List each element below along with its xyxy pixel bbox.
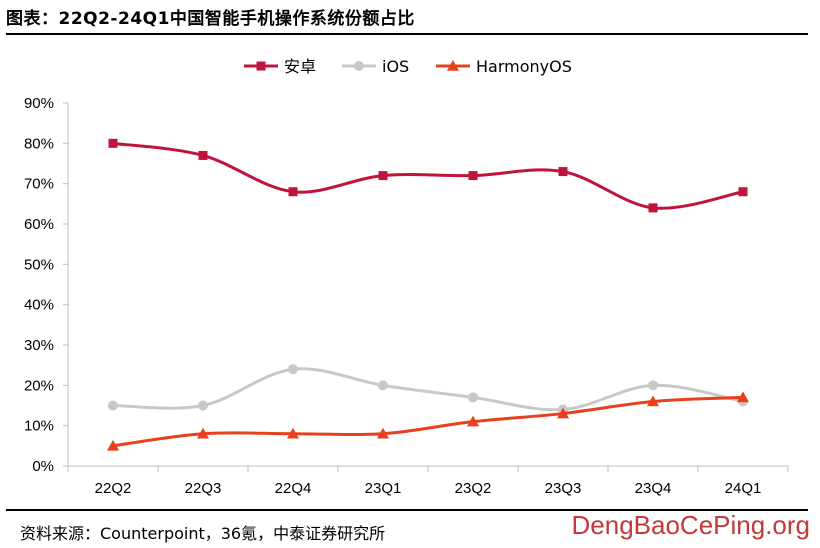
data-point xyxy=(557,407,569,419)
data-point xyxy=(737,391,749,403)
legend-item: HarmonyOS xyxy=(436,57,572,76)
y-tick-label: 70% xyxy=(24,176,54,193)
y-tick-label: 40% xyxy=(24,297,54,314)
series-line xyxy=(112,141,744,210)
data-point xyxy=(558,167,568,177)
data-point xyxy=(468,392,478,403)
y-tick-label: 90% xyxy=(24,95,54,112)
data-point xyxy=(288,187,298,197)
x-tick-label: 23Q4 xyxy=(635,480,672,497)
data-point xyxy=(288,364,298,375)
y-tick-label: 0% xyxy=(32,458,54,475)
legend-marker xyxy=(447,60,459,71)
data-point xyxy=(468,171,478,181)
data-point xyxy=(287,427,299,439)
legend-label: 安卓 xyxy=(284,57,316,76)
data-point xyxy=(197,427,209,439)
y-tick-label: 60% xyxy=(24,216,54,233)
data-point xyxy=(108,400,118,411)
x-tick-label: 23Q1 xyxy=(365,480,402,497)
y-axis-ticks: 0% 10% 20% 30% 40% 50% 60% 70% 80% 90% xyxy=(24,95,68,475)
x-axis-ticks: 22Q2 22Q3 22Q4 23Q1 23Q2 23Q3 23Q4 24Q1 xyxy=(67,466,789,497)
y-tick-label: 30% xyxy=(24,337,54,354)
y-tick-label: 80% xyxy=(24,135,54,152)
x-tick-label: 23Q3 xyxy=(545,480,582,497)
series-group xyxy=(107,138,749,451)
source-rule xyxy=(6,509,808,511)
data-point xyxy=(108,138,118,148)
data-point xyxy=(377,427,389,439)
axes xyxy=(67,103,788,467)
series-1 xyxy=(108,138,748,213)
series-line xyxy=(112,395,744,448)
data-point xyxy=(378,171,388,181)
data-point xyxy=(198,400,208,411)
title-rule xyxy=(6,33,808,35)
x-tick-label: 22Q4 xyxy=(275,480,312,497)
data-point xyxy=(378,380,388,391)
figure-title: 图表：22Q2-24Q1中国智能手机操作系统份额占比 xyxy=(6,9,415,29)
data-point xyxy=(198,150,208,160)
series-3 xyxy=(107,391,749,451)
y-tick-label: 20% xyxy=(24,377,54,394)
y-tick-label: 10% xyxy=(24,418,54,435)
data-point xyxy=(467,415,479,427)
series-2 xyxy=(108,364,748,415)
x-tick-label: 23Q2 xyxy=(455,480,492,497)
y-tick-label: 50% xyxy=(24,256,54,273)
legend-item: 安卓 xyxy=(244,57,316,76)
data-point xyxy=(648,380,658,391)
x-tick-label: 22Q3 xyxy=(185,480,222,497)
watermark: DengBaoCePing.org xyxy=(571,510,811,540)
legend-marker xyxy=(256,61,266,71)
legend: 安卓 iOS HarmonyOS xyxy=(244,57,572,76)
x-tick-label: 22Q2 xyxy=(95,480,132,497)
legend-marker xyxy=(354,61,364,71)
legend-label: iOS xyxy=(382,57,409,76)
legend-label: HarmonyOS xyxy=(476,57,572,76)
source-note: 资料来源：Counterpoint，36氪，中泰证券研究所 xyxy=(20,524,386,543)
legend-item: iOS xyxy=(342,57,409,76)
data-point xyxy=(647,395,659,407)
data-point xyxy=(107,439,119,451)
data-point xyxy=(648,203,658,213)
data-point xyxy=(738,187,748,197)
series-line xyxy=(112,367,744,412)
x-tick-label: 24Q1 xyxy=(725,480,762,497)
